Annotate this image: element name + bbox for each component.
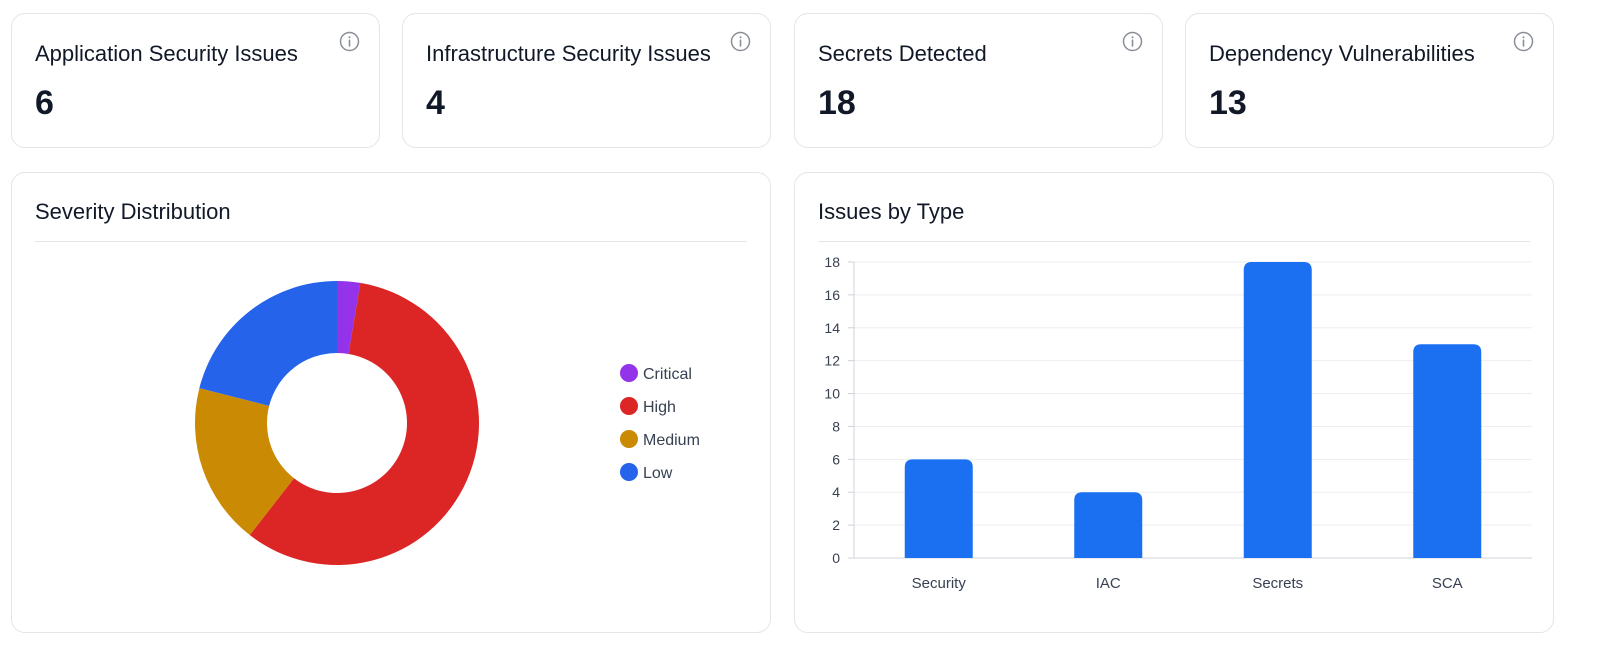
legend-swatch xyxy=(620,430,638,448)
legend-item-medium[interactable]: Medium xyxy=(620,430,700,449)
legend-label: Low xyxy=(643,465,673,482)
x-tick-label-secrets: Secrets xyxy=(1252,575,1303,592)
bar-sca[interactable] xyxy=(1413,344,1482,558)
y-tick-label: 14 xyxy=(824,320,840,336)
y-tick-label: 4 xyxy=(832,484,840,500)
stat-title: Infrastructure Security Issues xyxy=(426,41,711,66)
info-icon[interactable] xyxy=(339,31,360,52)
legend-item-low[interactable]: Low xyxy=(620,463,673,482)
donut-slice-low[interactable] xyxy=(199,281,337,406)
y-tick-label: 2 xyxy=(832,517,840,533)
stat-title: Application Security Issues xyxy=(35,41,298,66)
bar-iac[interactable] xyxy=(1074,492,1143,558)
stat-card-infrastructure-security: Infrastructure Security Issues 4 xyxy=(402,13,771,148)
legend-swatch xyxy=(620,397,638,415)
legend-label: Medium xyxy=(643,432,700,449)
divider xyxy=(35,241,747,242)
stat-value: 13 xyxy=(1209,84,1247,122)
bar-chart: 0 2 4 6 8 10 12 14 16 18 Security IAC Secrets SCA xyxy=(824,254,1532,592)
stat-value: 4 xyxy=(426,84,445,122)
info-icon[interactable] xyxy=(1513,31,1534,52)
x-tick-label-iac: IAC xyxy=(1096,575,1121,592)
y-tick-label: 16 xyxy=(824,287,840,303)
stat-value: 6 xyxy=(35,84,54,122)
severity-distribution-panel: Severity Distribution Critical High Medium… xyxy=(11,172,771,633)
stat-value: 18 xyxy=(818,84,856,122)
info-icon[interactable] xyxy=(730,31,751,52)
stat-card-secrets-detected: Secrets Detected 18 xyxy=(794,13,1163,148)
divider xyxy=(818,241,1530,242)
bar-security[interactable] xyxy=(904,459,973,558)
y-tick-label: 10 xyxy=(824,386,840,402)
y-tick-label: 6 xyxy=(832,451,840,467)
donut-slice-high[interactable] xyxy=(249,282,480,566)
stat-card-application-security: Application Security Issues 6 xyxy=(11,13,380,148)
donut-slice-medium[interactable] xyxy=(195,388,295,536)
legend-swatch xyxy=(620,463,638,481)
stat-card-dependency-vulnerabilities: Dependency Vulnerabilities 13 xyxy=(1185,13,1554,148)
legend-swatch xyxy=(620,364,638,382)
legend-item-critical[interactable]: Critical xyxy=(620,364,692,383)
x-tick-label-security: Security xyxy=(912,575,967,592)
panel-title: Severity Distribution xyxy=(35,199,231,224)
issues-by-type-panel: Issues by Type 0 2 4 6 8 10 12 14 16 18 Security IA… xyxy=(794,172,1554,633)
x-tick-label-sca: SCA xyxy=(1432,575,1463,592)
legend-label: Critical xyxy=(643,366,692,383)
y-tick-label: 8 xyxy=(832,418,840,434)
donut-slice-critical[interactable] xyxy=(337,281,361,354)
legend-label: High xyxy=(643,399,676,416)
donut-chart: Critical High Medium Low xyxy=(195,281,700,566)
stat-title: Dependency Vulnerabilities xyxy=(1209,41,1475,66)
panel-title: Issues by Type xyxy=(818,199,965,224)
info-icon[interactable] xyxy=(1122,31,1143,52)
bar-secrets[interactable] xyxy=(1243,262,1312,558)
legend-item-high[interactable]: High xyxy=(620,397,676,416)
stat-title: Secrets Detected xyxy=(818,41,987,66)
y-tick-label: 12 xyxy=(824,353,840,369)
y-tick-label: 0 xyxy=(832,550,840,566)
y-tick-label: 18 xyxy=(824,254,840,270)
